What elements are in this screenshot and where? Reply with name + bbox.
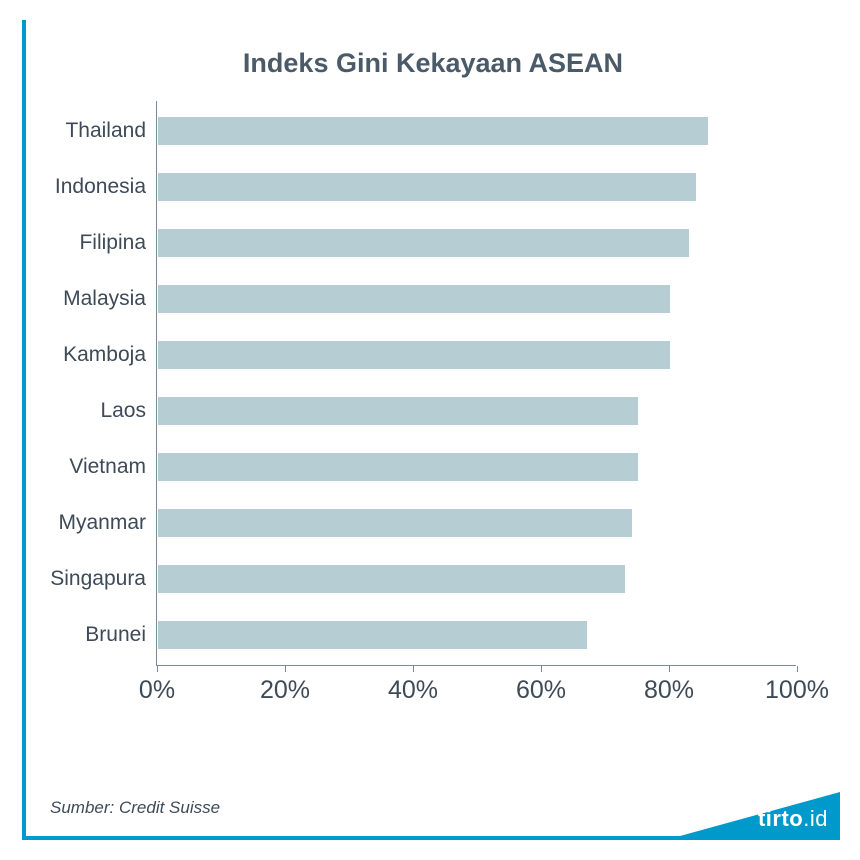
bar-row: Brunei [157,607,796,663]
bar [158,173,696,201]
category-label: Myanmar [6,495,146,551]
x-tick-mark [285,666,286,672]
x-tick-label: 80% [644,676,694,705]
bar-row: Filipina [157,215,796,271]
category-label: Laos [6,383,146,439]
x-tick-label: 60% [516,676,566,705]
chart-frame: Indeks Gini Kekayaan ASEAN 0%20%40%60%80… [22,20,840,840]
brand-suffix: .id [803,806,828,831]
x-tick-label: 20% [260,676,310,705]
category-label: Brunei [6,607,146,663]
bar [158,229,689,257]
bar [158,565,625,593]
x-tick-label: 40% [388,676,438,705]
bar-row: Myanmar [157,495,796,551]
source-citation: Sumber: Credit Suisse [50,798,220,818]
plot-region: 0%20%40%60%80%100%ThailandIndonesiaFilip… [156,101,796,666]
category-label: Kamboja [6,327,146,383]
bar-row: Singapura [157,551,796,607]
bar [158,285,670,313]
x-tick-mark [413,666,414,672]
bar [158,621,587,649]
category-label: Malaysia [6,271,146,327]
bar-row: Thailand [157,103,796,159]
bar [158,509,632,537]
bar-row: Indonesia [157,159,796,215]
bar-row: Laos [157,383,796,439]
x-tick-label: 100% [765,676,829,705]
category-label: Filipina [6,215,146,271]
brand-badge: tirto.id [680,792,840,836]
bar [158,397,638,425]
x-tick [797,101,798,666]
category-label: Indonesia [6,159,146,215]
category-label: Thailand [6,103,146,159]
x-tick-mark [157,666,158,672]
chart-title: Indeks Gini Kekayaan ASEAN [26,20,840,101]
x-tick-mark [797,666,798,672]
x-tick-mark [669,666,670,672]
brand-name: tirto [758,806,803,831]
bar [158,453,638,481]
category-label: Singapura [6,551,146,607]
category-label: Vietnam [6,439,146,495]
x-tick-label: 0% [139,676,175,705]
bar-row: Kamboja [157,327,796,383]
x-tick-mark [541,666,542,672]
brand-text: tirto.id [758,806,828,832]
bar [158,341,670,369]
bar-row: Vietnam [157,439,796,495]
bar-row: Malaysia [157,271,796,327]
chart-area: 0%20%40%60%80%100%ThailandIndonesiaFilip… [156,101,796,711]
bar [158,117,708,145]
